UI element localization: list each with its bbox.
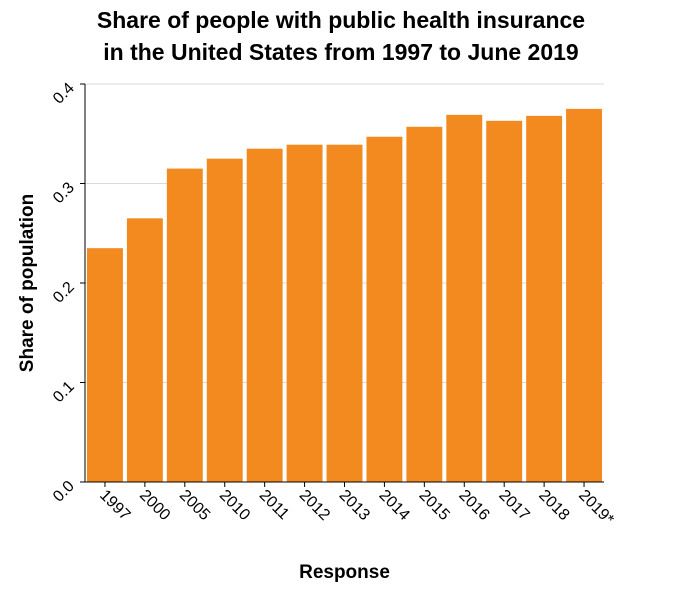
chart-title-line-2: in the United States from 1997 to June 2…	[103, 39, 579, 65]
y-tick-label: 0.0	[50, 478, 78, 506]
x-tick-label: 2016	[455, 487, 492, 524]
x-tick-label: 2014	[376, 487, 413, 524]
bar-2010	[206, 158, 243, 482]
chart-title: Share of people with public health insur…	[0, 4, 682, 68]
bar-2016	[446, 114, 483, 482]
x-tick-label: 2017	[495, 487, 532, 524]
bar-2005	[166, 168, 203, 482]
x-tick-label: 2011	[256, 487, 292, 523]
x-axis-title: Response	[299, 562, 390, 583]
x-tick-label: 2015	[416, 487, 453, 524]
bar-2015	[406, 126, 443, 482]
bar-2013	[326, 144, 363, 482]
x-tick-label: 2010	[216, 487, 253, 524]
bar-2011	[246, 148, 283, 483]
y-tick-labels: 0.0 0.1 0.2 0.3 0.4	[50, 80, 85, 506]
x-tick-label: 2012	[296, 487, 333, 524]
x-tick-label: 2019*	[575, 487, 617, 529]
x-tick-label: 2000	[136, 487, 173, 524]
bar-2019	[566, 108, 602, 482]
chart-title-line-1: Share of people with public health insur…	[96, 7, 586, 33]
bar-2017	[486, 120, 523, 482]
x-tick-label: 2005	[176, 487, 213, 524]
bar-2012	[286, 144, 323, 482]
y-tick-label: 0.4	[50, 80, 78, 108]
y-tick-label: 0.1	[50, 378, 78, 406]
x-tick-label: 2018	[535, 487, 572, 524]
y-tick-label: 0.3	[50, 179, 78, 207]
y-tick-label: 0.2	[50, 279, 78, 307]
bars	[87, 108, 602, 483]
bar-2000	[126, 218, 163, 482]
bar-2018	[526, 115, 563, 482]
x-tick-labels: 1997 2000 2005 2010 2011 2012 2013 2014 2015 2016…	[96, 482, 617, 528]
x-tick-label: 2013	[336, 487, 373, 524]
bar-2014	[366, 136, 403, 483]
y-axis-title: Share of population	[17, 194, 38, 372]
x-tick-label: 1997	[96, 487, 133, 524]
bar-1997	[87, 248, 123, 482]
